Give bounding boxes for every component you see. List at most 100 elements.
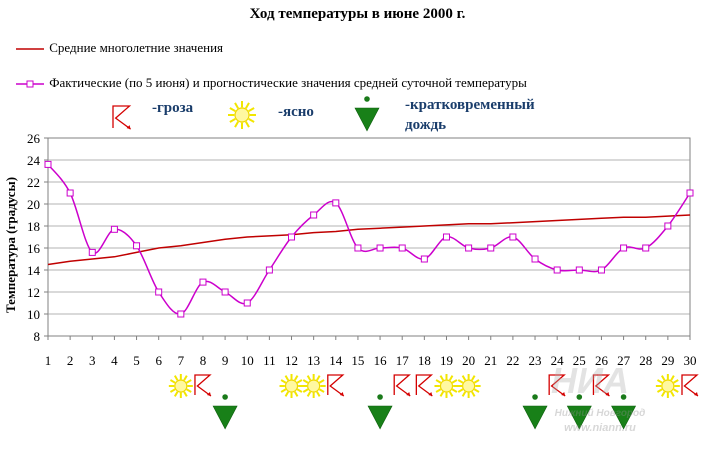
- y-tick-label: 16: [27, 241, 41, 256]
- legend-entry-average: Средние многолетние значения: [14, 40, 223, 56]
- data-point: [221, 288, 229, 296]
- data-point: [243, 299, 251, 307]
- legend-label-actual: Фактические (по 5 июня) и прогностически…: [49, 75, 527, 90]
- x-tick-label: 29: [661, 353, 674, 368]
- x-tick-label: 7: [178, 353, 185, 368]
- x-tick-label: 1: [45, 353, 52, 368]
- x-tick-label: 16: [374, 353, 388, 368]
- data-point: [332, 199, 340, 207]
- x-tick-label: 9: [222, 353, 229, 368]
- watermark-logo: НИА Нижний Новгород www.niann.ru: [551, 360, 645, 434]
- data-point: [398, 244, 406, 252]
- x-tick-label: 4: [111, 353, 118, 368]
- sun-icon: [168, 374, 193, 398]
- y-tick-label: 8: [34, 329, 41, 344]
- data-point: [376, 244, 384, 252]
- x-tick-label: 30: [684, 353, 697, 368]
- data-point: [133, 242, 141, 250]
- data-point: [199, 278, 207, 286]
- x-tick-label: 25: [573, 353, 586, 368]
- sun-icon: [456, 374, 481, 398]
- x-tick-label: 11: [263, 353, 276, 368]
- rain-shower-icon: [354, 96, 380, 132]
- x-tick-label: 17: [396, 353, 410, 368]
- sun-icon: [279, 374, 304, 398]
- legend-label-average: Средние многолетние значения: [49, 40, 224, 55]
- x-tick-label: 5: [133, 353, 140, 368]
- data-point: [265, 266, 273, 274]
- y-tick-label: 14: [27, 263, 41, 278]
- x-tick-label: 26: [595, 353, 609, 368]
- y-axis-label: Температура (градусы): [3, 177, 18, 313]
- gridlines: [48, 159, 690, 315]
- x-tick-label: 24: [551, 353, 565, 368]
- data-point: [664, 222, 672, 230]
- svg-text:Нижний Новгород: Нижний Новгород: [555, 408, 646, 419]
- data-point: [620, 244, 628, 252]
- data-point: [88, 248, 96, 256]
- rain-shower-icon: [367, 394, 393, 430]
- data-point: [465, 244, 473, 252]
- key-thunderstorm-label: -гроза: [152, 100, 194, 116]
- svg-text:НИА: НИА: [551, 360, 629, 401]
- data-point: [597, 266, 605, 274]
- x-tick-label: 3: [89, 353, 96, 368]
- data-point: [442, 233, 450, 241]
- x-tick-label: 10: [241, 353, 254, 368]
- rain-shower-icon: [566, 394, 592, 430]
- data-point: [420, 255, 428, 263]
- x-tick-label: 12: [285, 353, 298, 368]
- sun-icon: [655, 374, 680, 398]
- series-layer: [44, 160, 694, 318]
- legend-line-actual: [16, 80, 44, 88]
- svg-text:www.niann.ru: www.niann.ru: [564, 422, 636, 434]
- data-point: [487, 244, 495, 252]
- key-sun-label: -ясно: [278, 104, 314, 120]
- sun-icon: [228, 101, 256, 129]
- data-point: [642, 244, 650, 252]
- y-tick-label: 12: [27, 285, 40, 300]
- rain-shower-icon: [522, 394, 548, 430]
- y-tick-label: 26: [27, 131, 41, 146]
- x-tick-label: 19: [440, 353, 453, 368]
- rain-shower-icon: [212, 394, 238, 430]
- x-axis-ticks: 1 2 3 4 5 6 7 8 9 10 11 12 13 14 15 16 17 18 19 20 21 22 23 24 2…: [45, 336, 697, 368]
- x-tick-label: 27: [617, 353, 631, 368]
- plot-frame: [47, 137, 691, 337]
- thunderstorm-icon: [112, 105, 132, 130]
- data-point: [509, 233, 517, 241]
- data-point: [310, 211, 318, 219]
- data-point: [155, 288, 163, 296]
- x-tick-label: 22: [506, 353, 519, 368]
- thunderstorm-icon: [415, 374, 434, 397]
- data-point: [288, 233, 296, 241]
- thunderstorm-icon: [548, 374, 566, 397]
- thunderstorm-icon: [393, 374, 411, 397]
- data-point: [177, 310, 185, 318]
- y-tick-label: 18: [27, 219, 40, 234]
- series-line-0: [47, 214, 691, 266]
- data-point: [66, 189, 74, 197]
- y-tick-label: 20: [27, 197, 40, 212]
- thunderstorm-icon: [194, 374, 212, 397]
- data-point: [110, 225, 118, 233]
- sun-icon: [301, 374, 326, 398]
- data-point: [531, 255, 539, 263]
- x-tick-label: 28: [639, 353, 652, 368]
- weather-icons-row: [168, 374, 699, 430]
- y-tick-label: 10: [27, 307, 40, 322]
- data-point: [686, 189, 694, 197]
- x-tick-label: 2: [67, 353, 74, 368]
- thunderstorm-icon: [327, 374, 345, 397]
- data-point: [354, 244, 362, 252]
- legend-line-average: [16, 48, 44, 50]
- y-tick-label: 24: [27, 153, 41, 168]
- sun-icon: [434, 374, 459, 398]
- legend-entry-actual: Фактические (по 5 июня) и прогностически…: [14, 75, 527, 91]
- data-point: [44, 160, 52, 168]
- y-tick-label: 22: [27, 175, 40, 190]
- thunderstorm-icon: [592, 374, 611, 397]
- x-tick-label: 13: [307, 353, 320, 368]
